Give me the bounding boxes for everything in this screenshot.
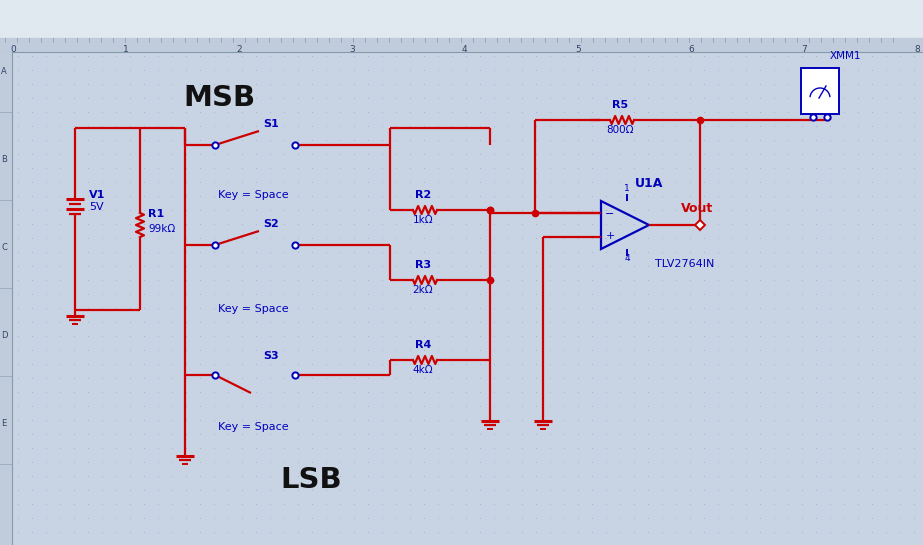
Text: −: −: [605, 209, 615, 219]
Text: 5V: 5V: [89, 202, 103, 212]
Text: R4: R4: [414, 340, 431, 350]
Text: Key = Space: Key = Space: [218, 422, 289, 432]
Text: Key = Space: Key = Space: [218, 304, 289, 314]
Text: TLV2764IN: TLV2764IN: [655, 259, 714, 269]
Bar: [0, 38, 923, 52]
Text: U1A: U1A: [635, 177, 664, 190]
Text: R5: R5: [612, 100, 628, 110]
Text: S2: S2: [263, 219, 279, 229]
Bar: [0, 0, 923, 38]
Text: 99kΩ: 99kΩ: [148, 224, 175, 234]
Text: 3: 3: [349, 45, 354, 53]
Text: B: B: [1, 155, 7, 165]
Text: Vout: Vout: [681, 202, 713, 215]
Text: 1kΩ: 1kΩ: [413, 215, 433, 225]
Text: +: +: [605, 231, 615, 241]
Text: 2: 2: [236, 45, 242, 53]
Text: LSB: LSB: [280, 466, 342, 494]
Text: 6: 6: [688, 45, 694, 53]
Bar: [801, 68, 839, 114]
Text: 1: 1: [123, 45, 128, 53]
Text: XMM1: XMM1: [830, 51, 861, 61]
Text: 8: 8: [914, 45, 919, 53]
Text: A: A: [1, 68, 6, 76]
Text: 800Ω: 800Ω: [606, 125, 634, 135]
Text: S1: S1: [263, 119, 279, 129]
Text: S3: S3: [263, 351, 279, 361]
Text: 1: 1: [624, 184, 629, 193]
Text: MSB: MSB: [183, 84, 255, 112]
Text: R1: R1: [148, 209, 164, 219]
Text: 4: 4: [462, 45, 468, 53]
Text: 7: 7: [801, 45, 807, 53]
Text: E: E: [1, 420, 6, 428]
Text: R3: R3: [415, 260, 431, 270]
Text: 0: 0: [10, 45, 16, 53]
Text: R2: R2: [414, 190, 431, 200]
Text: 4: 4: [624, 254, 629, 263]
Text: V1: V1: [89, 190, 105, 200]
Text: 2kΩ: 2kΩ: [413, 285, 433, 295]
Bar: [0, 52, 12, 545]
Text: D: D: [1, 331, 7, 341]
Text: 4kΩ: 4kΩ: [413, 365, 433, 375]
Text: 5: 5: [575, 45, 581, 53]
Text: C: C: [1, 244, 7, 252]
Text: Key = Space: Key = Space: [218, 190, 289, 200]
